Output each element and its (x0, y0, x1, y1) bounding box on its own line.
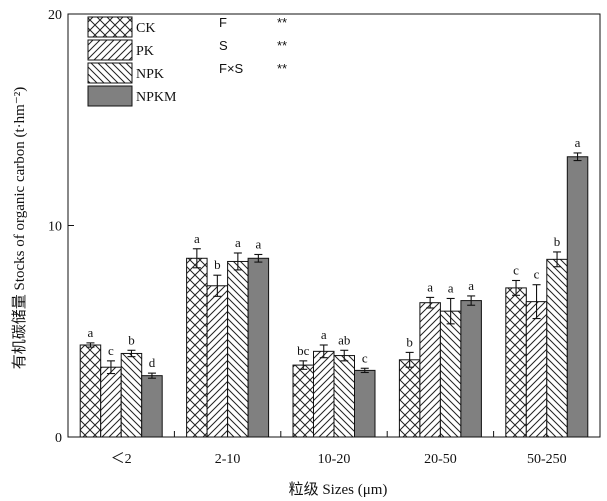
significance-label: c (534, 267, 540, 282)
x-tick-label: 20-50 (424, 452, 457, 467)
y-axis-title: 有机碳储量 Stocks of organic carbon (t·hm⁻²) (11, 87, 28, 370)
significance-label: c (513, 262, 519, 277)
significance-label: a (448, 280, 454, 295)
significance-label: a (427, 279, 433, 294)
legend-swatch (87, 85, 133, 107)
significance-label: b (554, 234, 561, 249)
bar (141, 375, 163, 438)
legend-swatch (87, 62, 133, 84)
y-tick-label: 10 (48, 220, 62, 235)
bar (505, 287, 527, 438)
bar (439, 310, 462, 438)
x-tick-label: 50-250 (527, 452, 567, 467)
x-tick-label: 10-20 (318, 452, 351, 467)
significance-label: d (149, 355, 156, 370)
significance-label: b (214, 257, 221, 272)
significance-label: a (255, 236, 261, 251)
y-tick-label: 0 (55, 431, 62, 446)
bar (460, 300, 482, 438)
significance-label: b (128, 332, 135, 347)
significance-label: c (108, 343, 114, 358)
bar (398, 359, 421, 438)
significance-label: ab (338, 332, 350, 347)
significance-label: a (321, 327, 327, 342)
significance-label: bc (297, 343, 310, 358)
stat-factor: F×S (219, 61, 244, 76)
x-tick-label: 2-10 (215, 452, 241, 467)
x-axis: ＜2 2-10 10-20 20-50 50-250 (111, 431, 601, 467)
bar (419, 302, 441, 438)
significance-label: a (235, 235, 241, 250)
bar (292, 364, 314, 438)
bar (247, 257, 270, 438)
legend-label: PK (136, 44, 154, 59)
significance-label: a (468, 278, 474, 293)
stat-factor: F (219, 15, 227, 30)
bar (186, 257, 208, 438)
legend: CK PK NPK NPKM (87, 16, 177, 107)
stat-significance: ** (277, 15, 287, 30)
significance-label: c (362, 350, 368, 365)
bar (354, 369, 376, 438)
stat-significance: ** (277, 61, 287, 76)
bar (227, 260, 249, 438)
stat-factor: S (219, 38, 228, 53)
bar (333, 355, 355, 438)
significance-label: a (575, 135, 581, 150)
x-axis-title: 粒级 Sizes (μm) (289, 481, 388, 498)
bar (566, 156, 589, 438)
bar (100, 366, 122, 438)
bar (546, 258, 568, 438)
significance-label: a (88, 325, 94, 340)
bar (206, 285, 229, 438)
bar (313, 350, 335, 438)
legend-swatch (87, 16, 133, 38)
significance-table: F ** S ** F×S ** (219, 15, 287, 76)
y-axis: 0 10 20 (48, 8, 74, 446)
legend-swatch (87, 39, 133, 61)
stat-significance: ** (277, 38, 287, 53)
legend-label: NPK (136, 67, 164, 82)
x-tick-label: ＜2 (111, 452, 132, 467)
significance-label: a (194, 231, 200, 246)
legend-label: CK (136, 21, 155, 36)
bar (79, 344, 102, 438)
significance-label: b (406, 334, 413, 349)
bar (525, 301, 548, 438)
legend-label: NPKM (136, 90, 177, 105)
bar (120, 352, 143, 438)
y-tick-label: 20 (48, 8, 62, 23)
